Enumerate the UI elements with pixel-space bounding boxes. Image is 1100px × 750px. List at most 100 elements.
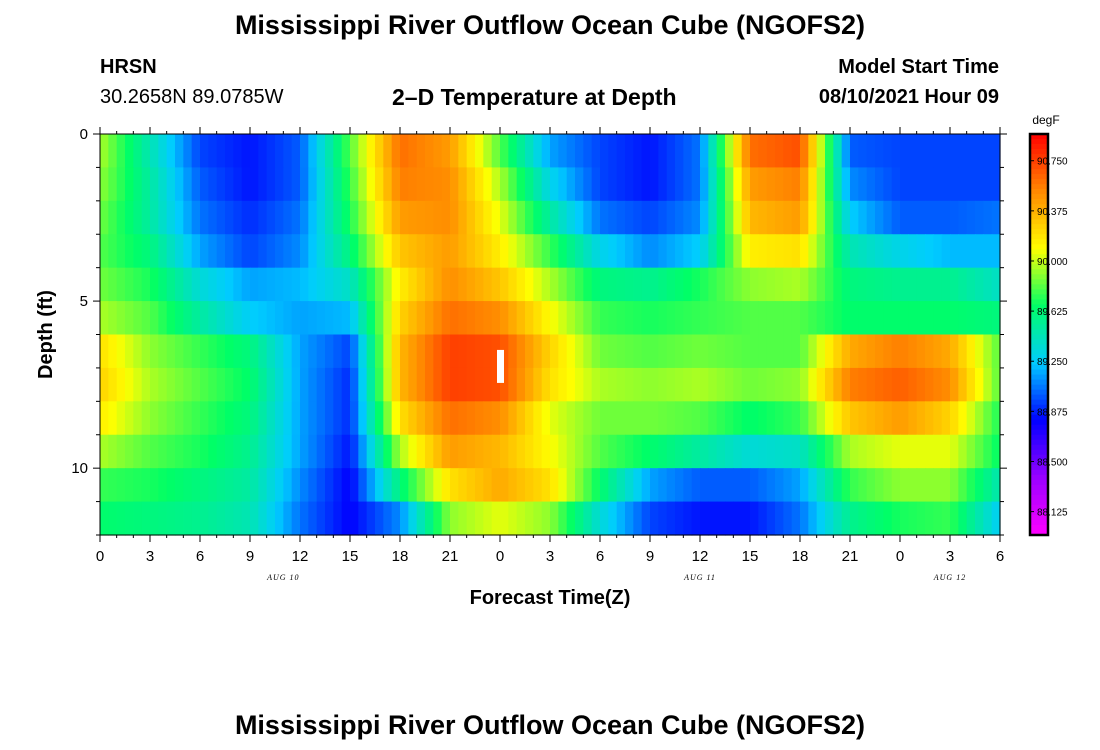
heatmap-cell <box>975 234 984 269</box>
colorbar-swatch <box>1030 389 1048 396</box>
heatmap-cell <box>766 501 776 536</box>
heatmap-cell <box>558 434 568 469</box>
heatmap-cell <box>366 301 376 336</box>
heatmap-cell <box>658 134 668 169</box>
heatmap-cell <box>116 200 126 235</box>
heatmap-cell <box>700 468 709 503</box>
heatmap-cell <box>591 334 601 369</box>
heatmap-cell <box>591 167 601 202</box>
heatmap-cell <box>833 501 843 536</box>
heatmap-cell <box>558 234 568 269</box>
heatmap-cell <box>683 234 693 269</box>
heatmap-cell <box>816 334 826 369</box>
heatmap-cell <box>616 267 626 302</box>
heatmap-cell <box>350 301 359 336</box>
heatmap-cell <box>166 434 176 469</box>
x-tick-label: 6 <box>196 548 204 565</box>
heatmap-cell <box>458 367 468 402</box>
heatmap-cell <box>991 334 1001 369</box>
heatmap-cell <box>941 367 951 402</box>
heatmap-cell <box>666 134 676 169</box>
heatmap-cell <box>741 334 751 369</box>
heatmap-cell <box>375 367 384 402</box>
heatmap-cell <box>758 234 768 269</box>
heatmap-cell <box>400 134 409 169</box>
heatmap-cell <box>341 401 351 436</box>
heatmap-cell <box>366 267 376 302</box>
heatmap-cell <box>750 301 759 336</box>
heatmap-cell <box>508 167 518 202</box>
colorbar-tick-label: 88.500 <box>1037 457 1068 468</box>
colorbar-swatch <box>1030 239 1048 245</box>
heatmap-cell <box>583 401 593 436</box>
heatmap-cell <box>775 134 784 169</box>
heatmap-cell <box>900 234 909 269</box>
heatmap-cell <box>941 301 951 336</box>
heatmap-cell <box>191 267 201 302</box>
heatmap-cell <box>341 334 351 369</box>
heatmap-cell <box>908 134 918 169</box>
heatmap-cell <box>441 501 451 536</box>
heatmap-cell <box>250 301 259 336</box>
heatmap-cell <box>833 200 843 235</box>
colorbar-swatch <box>1030 429 1048 436</box>
heatmap-cell <box>400 167 409 202</box>
heatmap-cell <box>708 334 718 369</box>
heatmap-cell <box>458 267 468 302</box>
heatmap-cell <box>258 434 268 469</box>
heatmap-cell <box>150 468 159 503</box>
heatmap-cell <box>525 200 534 235</box>
colorbar-swatch <box>1030 274 1048 280</box>
heatmap-cell <box>300 367 309 402</box>
heatmap-cell <box>733 167 743 202</box>
heatmap-cell <box>416 434 426 469</box>
colorbar-swatch <box>1030 364 1048 371</box>
heatmap-cell <box>800 334 809 369</box>
heatmap-cell <box>291 334 301 369</box>
heatmap-cell <box>375 468 384 503</box>
heatmap-cell <box>733 434 743 469</box>
heatmap-cell <box>766 401 776 436</box>
heatmap-cell <box>866 501 876 536</box>
heatmap-cell <box>150 301 159 336</box>
heatmap-cell <box>841 401 851 436</box>
heatmap-cell <box>808 434 818 469</box>
colorbar-swatch <box>1030 444 1048 451</box>
heatmap-cell <box>833 334 843 369</box>
heatmap-cell <box>825 468 834 503</box>
heatmap-cell <box>616 367 626 402</box>
heatmap-cell <box>958 134 968 169</box>
heatmap-cell <box>783 301 793 336</box>
heatmap-cell <box>800 301 809 336</box>
heatmap-cell <box>700 334 709 369</box>
heatmap-cell <box>141 234 151 269</box>
heatmap-cell <box>641 200 651 235</box>
heatmap-cell <box>433 301 443 336</box>
heatmap-cell <box>308 200 318 235</box>
heatmap-cell <box>950 367 959 402</box>
heatmap-cell <box>233 200 243 235</box>
heatmap-cell <box>150 267 159 302</box>
heatmap-cell <box>100 200 109 235</box>
heatmap-cell <box>758 267 768 302</box>
heatmap-cell <box>241 267 251 302</box>
heatmap-cell <box>483 401 493 436</box>
heatmap-cell <box>741 367 751 402</box>
heatmap-cell <box>433 434 443 469</box>
heatmap-cell <box>566 167 576 202</box>
heatmap-cell <box>858 468 868 503</box>
heatmap-cell <box>600 501 609 536</box>
heatmap-cell <box>908 334 918 369</box>
heatmap-cell <box>766 167 776 202</box>
heatmap-cell <box>975 401 984 436</box>
heatmap-cell <box>608 334 618 369</box>
heatmap-cell <box>550 434 559 469</box>
heatmap-cell <box>508 468 518 503</box>
heatmap-cell <box>341 234 351 269</box>
heatmap-cell <box>475 434 484 469</box>
heatmap-cell <box>183 468 193 503</box>
colorbar-swatch <box>1030 159 1048 165</box>
heatmap-cell <box>375 134 384 169</box>
current-time-marker <box>497 349 504 383</box>
heatmap-cell <box>350 434 359 469</box>
